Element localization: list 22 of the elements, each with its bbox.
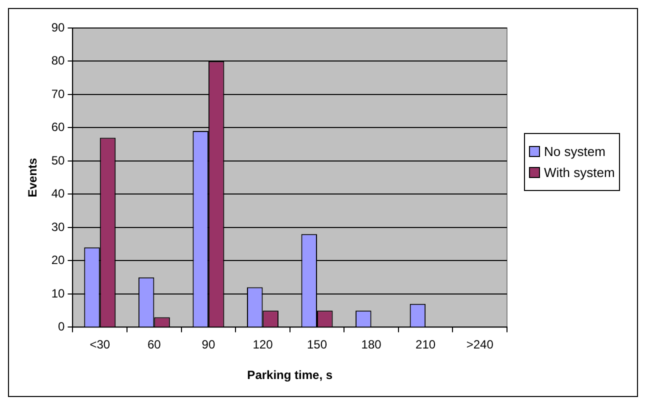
y-tick-label: 30 [51, 220, 66, 234]
x-tick-label: 120 [252, 338, 274, 352]
x-tick-label: 180 [361, 338, 382, 352]
x-tick-label: 90 [202, 338, 216, 352]
y-tick-label: 70 [51, 86, 66, 101]
y-axis-title: Events [26, 158, 40, 198]
y-tick-label: 60 [51, 120, 66, 134]
x-tick-label: 210 [416, 338, 436, 352]
x-tick-label: <30 [90, 338, 110, 352]
legend-label: With system [544, 165, 615, 180]
y-tick-label: 90 [51, 20, 66, 34]
y-tick-label: 80 [51, 54, 66, 68]
y-tick-label: 10 [51, 286, 66, 300]
x-tick-label: 150 [307, 338, 328, 352]
x-axis-title: Parking time, s [247, 368, 333, 382]
y-tick-label: 40 [51, 186, 66, 201]
legend-label: No system [544, 144, 606, 159]
x-tick-label: 60 [147, 338, 162, 352]
y-tick-label: 50 [51, 153, 66, 168]
y-tick-label: 20 [51, 253, 66, 268]
y-tick-label: 0 [58, 320, 66, 334]
x-tick-label: >240 [466, 338, 494, 352]
